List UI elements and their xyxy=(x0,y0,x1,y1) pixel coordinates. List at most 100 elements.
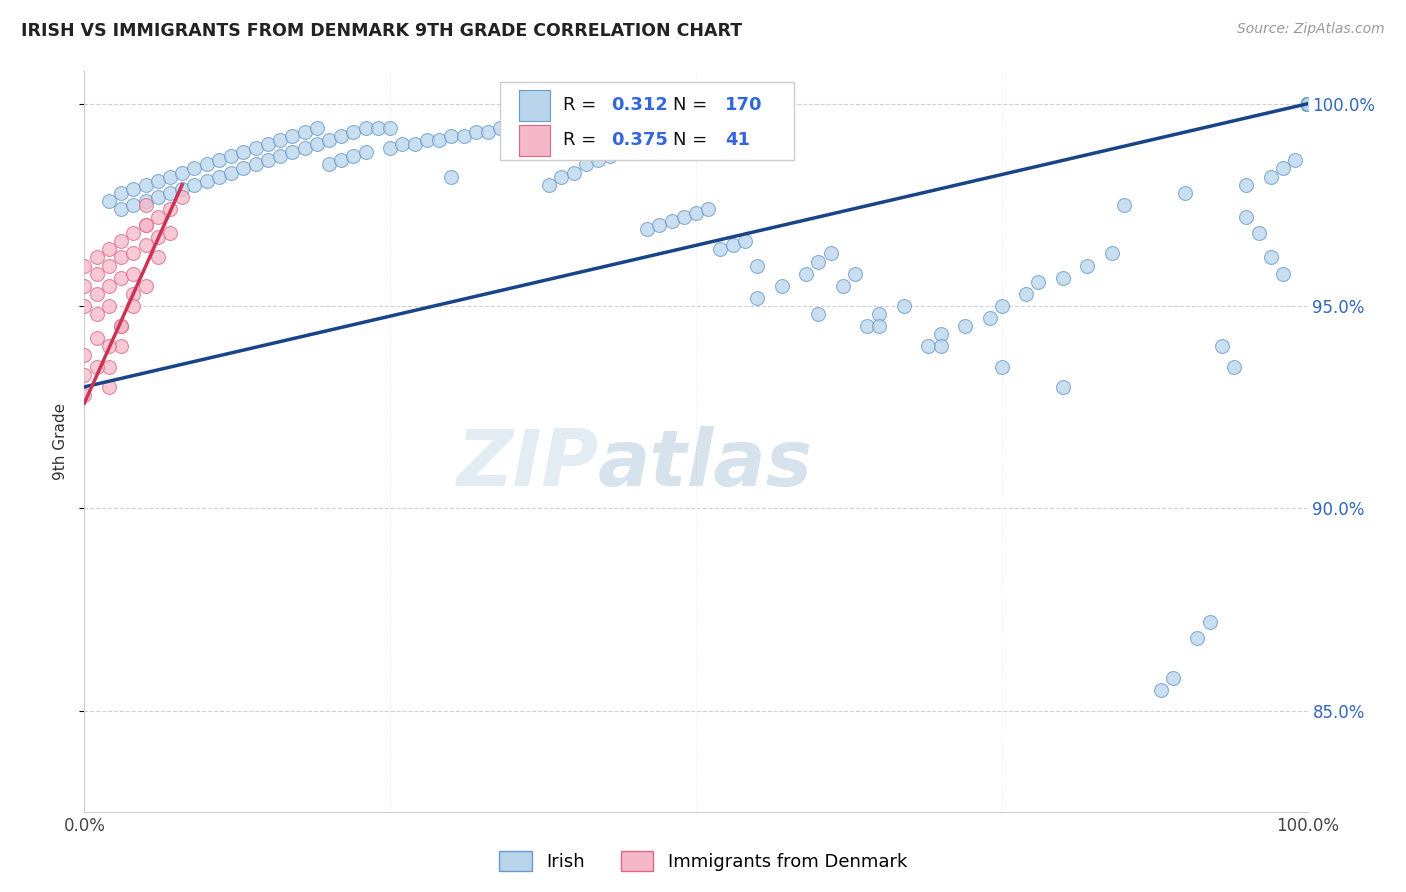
Point xyxy=(672,210,695,224)
Point xyxy=(330,129,353,144)
Point xyxy=(183,161,205,176)
Point xyxy=(1114,198,1136,212)
Point xyxy=(1296,96,1319,111)
Point xyxy=(146,230,169,244)
Point xyxy=(440,169,463,184)
Point xyxy=(661,214,683,228)
Point xyxy=(1296,96,1319,111)
Point xyxy=(1076,259,1098,273)
Point xyxy=(195,173,218,187)
Point xyxy=(416,133,439,147)
Point xyxy=(208,169,231,184)
FancyBboxPatch shape xyxy=(519,125,550,156)
Point xyxy=(917,339,939,353)
Point xyxy=(1296,96,1319,111)
Point xyxy=(1296,96,1319,111)
Point xyxy=(97,259,120,273)
Point xyxy=(195,157,218,171)
Point xyxy=(110,319,132,334)
Point xyxy=(1236,210,1258,224)
Point xyxy=(869,319,891,334)
Point xyxy=(599,149,621,163)
Point xyxy=(86,359,108,374)
Point xyxy=(342,149,364,163)
Point xyxy=(97,359,120,374)
Point xyxy=(1296,96,1319,111)
Point xyxy=(172,182,194,196)
Point xyxy=(73,278,96,293)
Point xyxy=(1296,96,1319,111)
Point xyxy=(232,145,254,160)
Point xyxy=(1236,178,1258,192)
Text: R =: R = xyxy=(562,96,602,114)
Point xyxy=(1296,96,1319,111)
Point xyxy=(1174,186,1197,200)
Point xyxy=(146,251,169,265)
Point xyxy=(721,238,744,252)
Point xyxy=(1296,96,1319,111)
Point xyxy=(550,169,572,184)
Point xyxy=(135,218,157,232)
Point xyxy=(135,278,157,293)
Point xyxy=(380,120,402,135)
Point xyxy=(1296,96,1319,111)
Point xyxy=(1296,96,1319,111)
Point xyxy=(159,202,181,216)
Point xyxy=(354,120,377,135)
Point xyxy=(489,120,512,135)
Text: 0.375: 0.375 xyxy=(612,131,668,149)
Point xyxy=(1296,96,1319,111)
Point xyxy=(844,267,866,281)
Point xyxy=(1260,169,1282,184)
Point xyxy=(1272,161,1295,176)
Point xyxy=(110,202,132,216)
Point xyxy=(391,137,413,152)
Point xyxy=(159,186,181,200)
Point xyxy=(1150,683,1173,698)
Point xyxy=(110,234,132,248)
Point xyxy=(1296,96,1319,111)
Text: N =: N = xyxy=(672,96,713,114)
Point xyxy=(330,153,353,168)
Point xyxy=(586,153,609,168)
Point xyxy=(991,299,1014,313)
Point xyxy=(1296,96,1319,111)
Point xyxy=(1015,286,1038,301)
Text: 0.312: 0.312 xyxy=(612,96,668,114)
Point xyxy=(1028,275,1050,289)
Point xyxy=(513,120,536,135)
Point xyxy=(991,359,1014,374)
Point xyxy=(685,206,707,220)
Point xyxy=(1296,96,1319,111)
Text: N =: N = xyxy=(672,131,713,149)
Point xyxy=(172,165,194,179)
Point xyxy=(1296,96,1319,111)
Point xyxy=(73,259,96,273)
Point xyxy=(1296,96,1319,111)
Point xyxy=(159,169,181,184)
Point xyxy=(269,149,291,163)
Point xyxy=(86,267,108,281)
Point xyxy=(1296,96,1319,111)
Point xyxy=(1296,96,1319,111)
Point xyxy=(1296,96,1319,111)
Point xyxy=(979,311,1001,326)
Point xyxy=(110,319,132,334)
Point xyxy=(1260,251,1282,265)
Point xyxy=(440,129,463,144)
Point xyxy=(538,178,561,192)
Point xyxy=(122,182,145,196)
Point xyxy=(318,157,340,171)
Point xyxy=(1296,96,1319,111)
Point xyxy=(1296,96,1319,111)
Point xyxy=(122,286,145,301)
Text: ZIP: ZIP xyxy=(456,425,598,502)
Point xyxy=(648,218,671,232)
Point xyxy=(86,307,108,321)
Point xyxy=(1296,96,1319,111)
FancyBboxPatch shape xyxy=(519,89,550,120)
Point xyxy=(97,380,120,394)
Point xyxy=(1211,339,1233,353)
Point xyxy=(146,190,169,204)
Point xyxy=(1198,615,1220,629)
